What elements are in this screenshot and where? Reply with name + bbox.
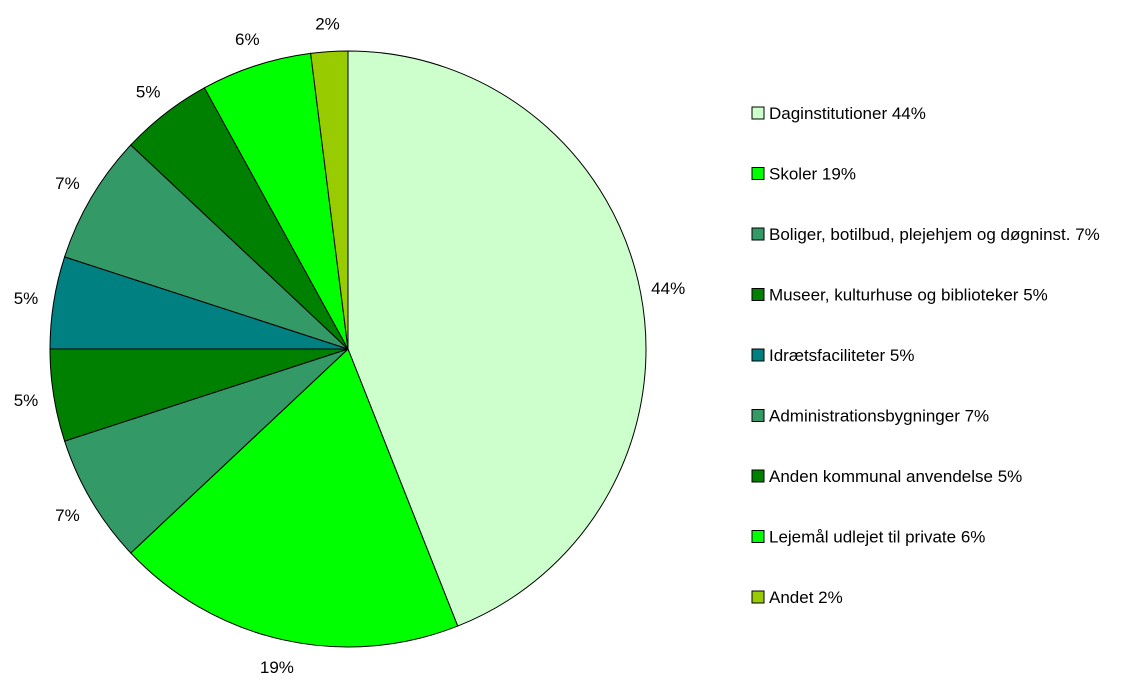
legend: Daginstitutioner 44% Skoler 19% Boliger, b… bbox=[751, 104, 1100, 607]
legend-swatch bbox=[751, 167, 765, 180]
legend-label: Anden kommunal anvendelse 5% bbox=[769, 467, 1022, 486]
legend-swatch bbox=[751, 106, 765, 120]
pie-slices bbox=[49, 50, 647, 648]
slice-percentage-label: 5% bbox=[14, 289, 39, 308]
legend-swatch bbox=[751, 288, 765, 301]
percentage-labels: 44% 19% 7% 5% 5% 7% 5% 6% 2% bbox=[14, 15, 686, 677]
slice-percentage-label: 5% bbox=[14, 391, 39, 410]
slice-percentage-label: 5% bbox=[136, 82, 161, 101]
legend-swatch bbox=[751, 590, 765, 604]
legend-label: Idrætsfaciliteter 5% bbox=[769, 346, 915, 365]
slice-percentage-label: 7% bbox=[55, 506, 80, 525]
legend-label: Museer, kulturhuse og biblioteker 5% bbox=[769, 286, 1048, 305]
slice-percentage-label: 44% bbox=[651, 279, 685, 298]
legend-label: Daginstitutioner 44% bbox=[769, 104, 926, 123]
legend-swatch bbox=[751, 469, 765, 483]
legend-label: Skoler 19% bbox=[769, 165, 856, 184]
legend-label: Andet 2% bbox=[769, 588, 843, 607]
legend-swatch bbox=[751, 227, 765, 241]
legend-label: Boliger, botilbud, plejehjem og døgninst… bbox=[769, 225, 1100, 244]
pie-slice-2 bbox=[130, 348, 459, 648]
legend-swatch bbox=[751, 530, 765, 543]
legend-label: Administrationsbygninger 7% bbox=[769, 407, 989, 426]
legend-swatch bbox=[751, 348, 765, 362]
legend-label: Lejemål udlejet til private 6% bbox=[769, 528, 985, 547]
slice-percentage-label: 6% bbox=[235, 30, 260, 49]
legend-swatch bbox=[751, 409, 765, 422]
slice-percentage-label: 7% bbox=[55, 174, 80, 193]
pie-slice-1 bbox=[347, 50, 647, 627]
pie-slice-6 bbox=[63, 144, 349, 350]
pie-slice-3 bbox=[63, 348, 349, 554]
slice-percentage-label: 19% bbox=[260, 658, 294, 677]
slice-percentage-label: 2% bbox=[315, 15, 340, 34]
pie-slice-9 bbox=[310, 50, 349, 350]
